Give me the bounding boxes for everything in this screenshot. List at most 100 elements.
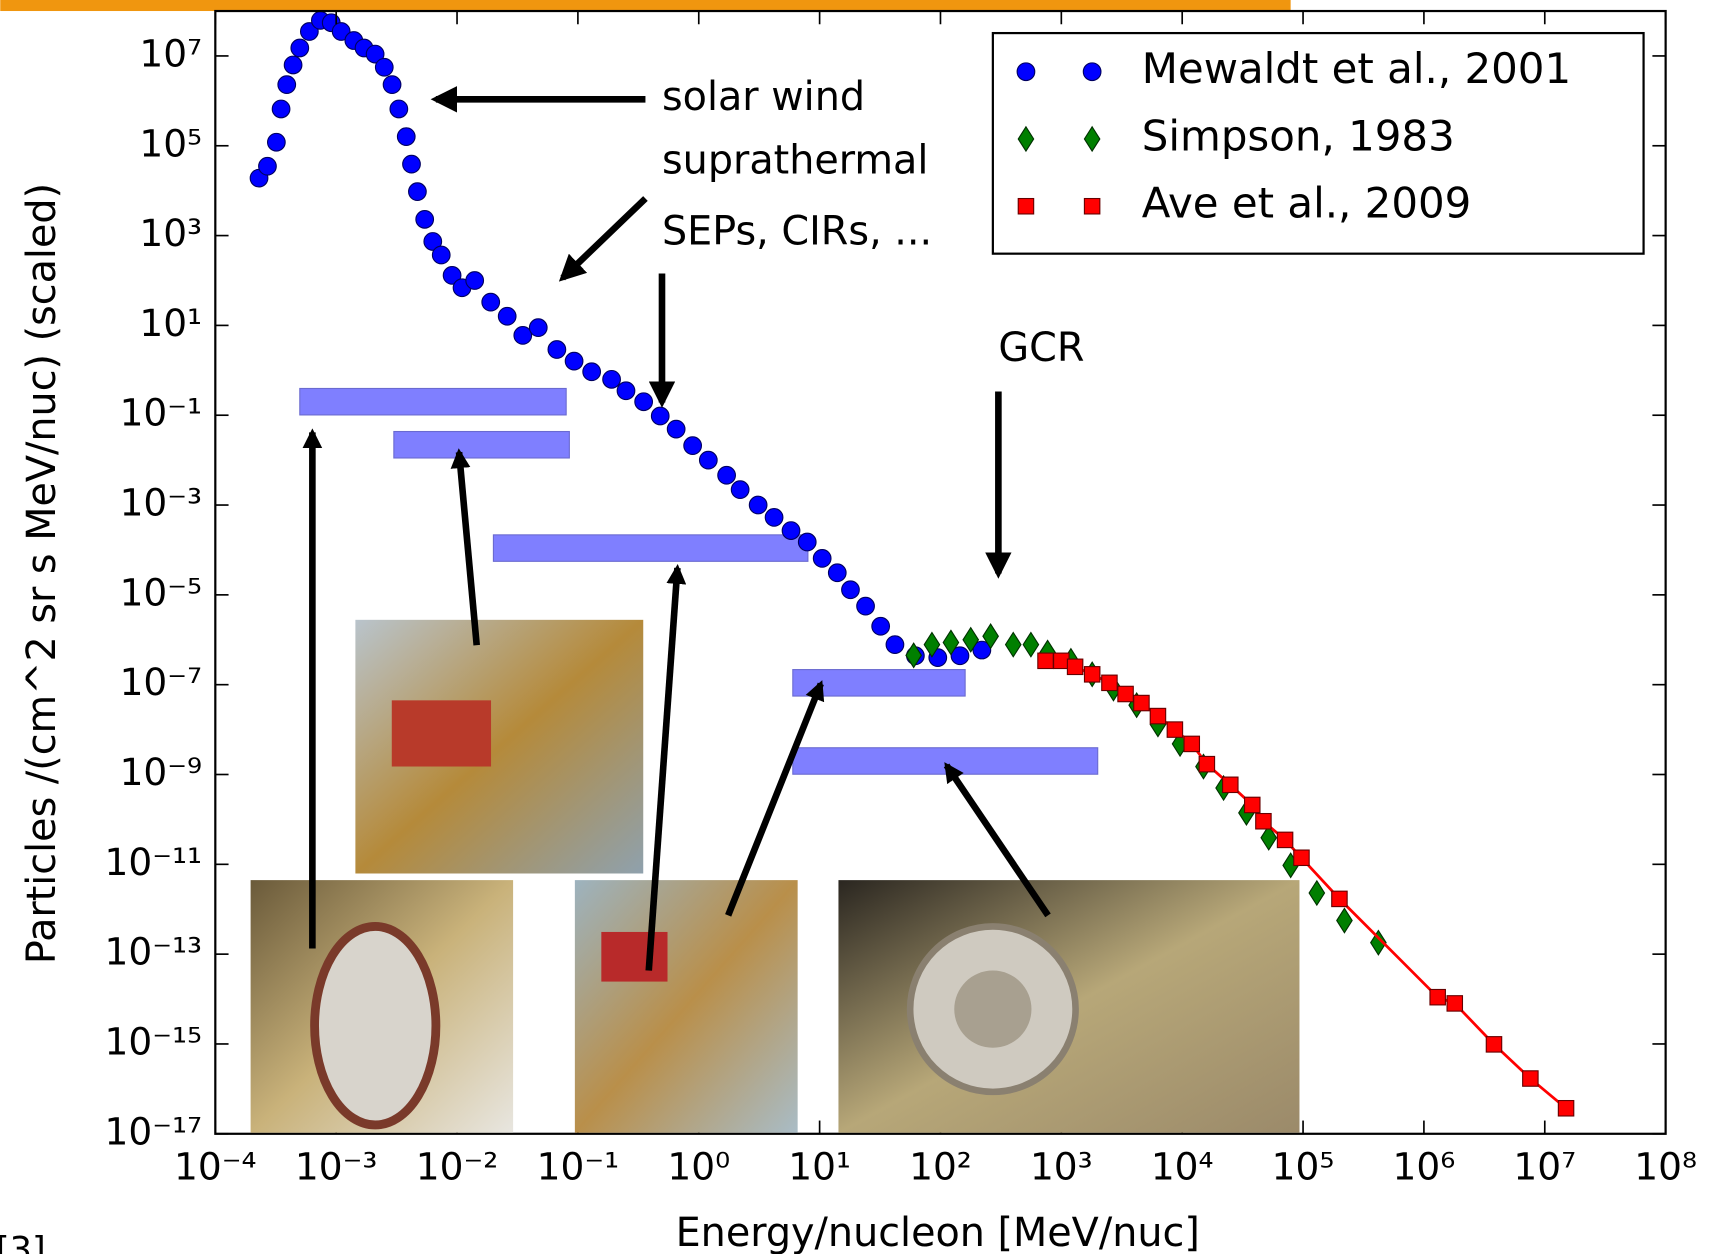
point [403,155,421,173]
point [1337,908,1352,932]
annotation: GCR [998,325,1084,371]
y-tick-label: 10⁵ [139,121,202,165]
point [1309,881,1324,905]
x-tick-label: 10⁸ [1634,1145,1697,1189]
energy-range [493,535,807,561]
point [1006,632,1021,656]
energy-range [300,388,566,414]
y-tick-label: 10⁷ [139,31,202,75]
y-tick-label: 10⁻¹³ [105,930,203,974]
x-tick-label: 10² [909,1145,972,1189]
point [857,597,875,615]
point [498,307,516,325]
legend: Mewaldt et al., 2001 Simpson, 1983 Ave et … [993,33,1644,254]
point [1150,708,1165,723]
energy-range [394,432,570,458]
point [1486,1037,1501,1052]
point [1067,659,1082,674]
footnote: [3] [0,1230,46,1254]
point [1038,653,1053,668]
y-tick-label: 10³ [139,211,202,255]
x-tick-label: 10³ [1030,1145,1093,1189]
point [278,76,296,94]
annotation: solar wind [662,74,865,120]
x-tick-label: 10⁻³ [295,1145,378,1189]
point [1118,686,1133,701]
point [291,39,309,57]
y-tick-label: 10⁻⁹ [120,750,203,794]
y-tick-label: 10⁻¹⁷ [105,1109,203,1153]
point [765,509,783,527]
point [813,550,831,568]
x-tick-label: 10⁴ [1151,1145,1214,1189]
x-tick-label: 10⁷ [1513,1145,1576,1189]
photo-detail [954,971,1031,1048]
header-bar [0,0,1290,11]
point [731,481,749,499]
point [1430,989,1445,1004]
point [1102,675,1117,690]
point [416,211,434,229]
point [390,100,408,118]
point [1199,756,1214,771]
point [667,420,685,438]
point [828,564,846,582]
point [617,382,635,400]
y-tick-label: 10⁻⁵ [120,570,203,614]
point [782,522,800,540]
chart: 10⁻⁴10⁻³10⁻²10⁻¹10⁰10¹10²10³10⁴10⁵10⁶10⁷… [0,0,1710,1254]
arrow [459,452,477,645]
point [565,352,583,370]
legend-label: Mewaldt et al., 2001 [1142,44,1571,93]
point [1018,199,1033,214]
point [1054,653,1069,668]
arrow [563,199,646,278]
point [397,128,415,146]
y-tick-label: 10⁻¹ [120,391,203,435]
point [1277,832,1292,847]
legend-label: Simpson, 1983 [1142,111,1455,160]
point [409,183,427,201]
point [1084,667,1099,682]
x-tick-label: 10⁰ [667,1145,730,1189]
point [1294,850,1309,865]
point [383,76,401,94]
point [1523,1071,1538,1086]
x-tick-label: 10⁻² [416,1145,499,1189]
energy-range [793,748,1098,774]
point [529,319,547,337]
point [272,100,290,118]
point [842,581,860,599]
photo-detail [315,926,436,1125]
x-axis-label: Energy/nucleon [MeV/nuc] [676,1210,1200,1254]
point [1167,722,1182,737]
point [268,133,286,151]
point [798,533,816,551]
x-tick-label: 10¹ [788,1145,851,1189]
point [1083,63,1101,81]
point [603,370,621,388]
point [1134,695,1149,710]
legend-label: Ave et al., 2009 [1142,179,1472,228]
y-tick-label: 10⁻³ [120,481,203,525]
x-tick-label: 10⁵ [1272,1145,1335,1189]
point [651,407,669,425]
x-tick-label: 10⁶ [1393,1145,1456,1189]
point [872,617,890,635]
point [700,451,718,469]
point [635,393,653,411]
y-axis-label: Particles /(cm^2 sr s MeV/nuc) (scaled) [19,183,65,964]
point [1332,891,1347,906]
point [1447,996,1462,1011]
point [259,157,277,175]
point [1558,1101,1573,1116]
point [466,272,484,290]
y-tick-label: 10⁻⁷ [120,660,203,704]
point [1023,632,1038,656]
y-tick-label: 10⁻¹⁵ [105,1019,203,1063]
point [1017,63,1035,81]
point [1184,736,1199,751]
point [583,363,601,381]
point [1256,814,1271,829]
point [375,58,393,76]
